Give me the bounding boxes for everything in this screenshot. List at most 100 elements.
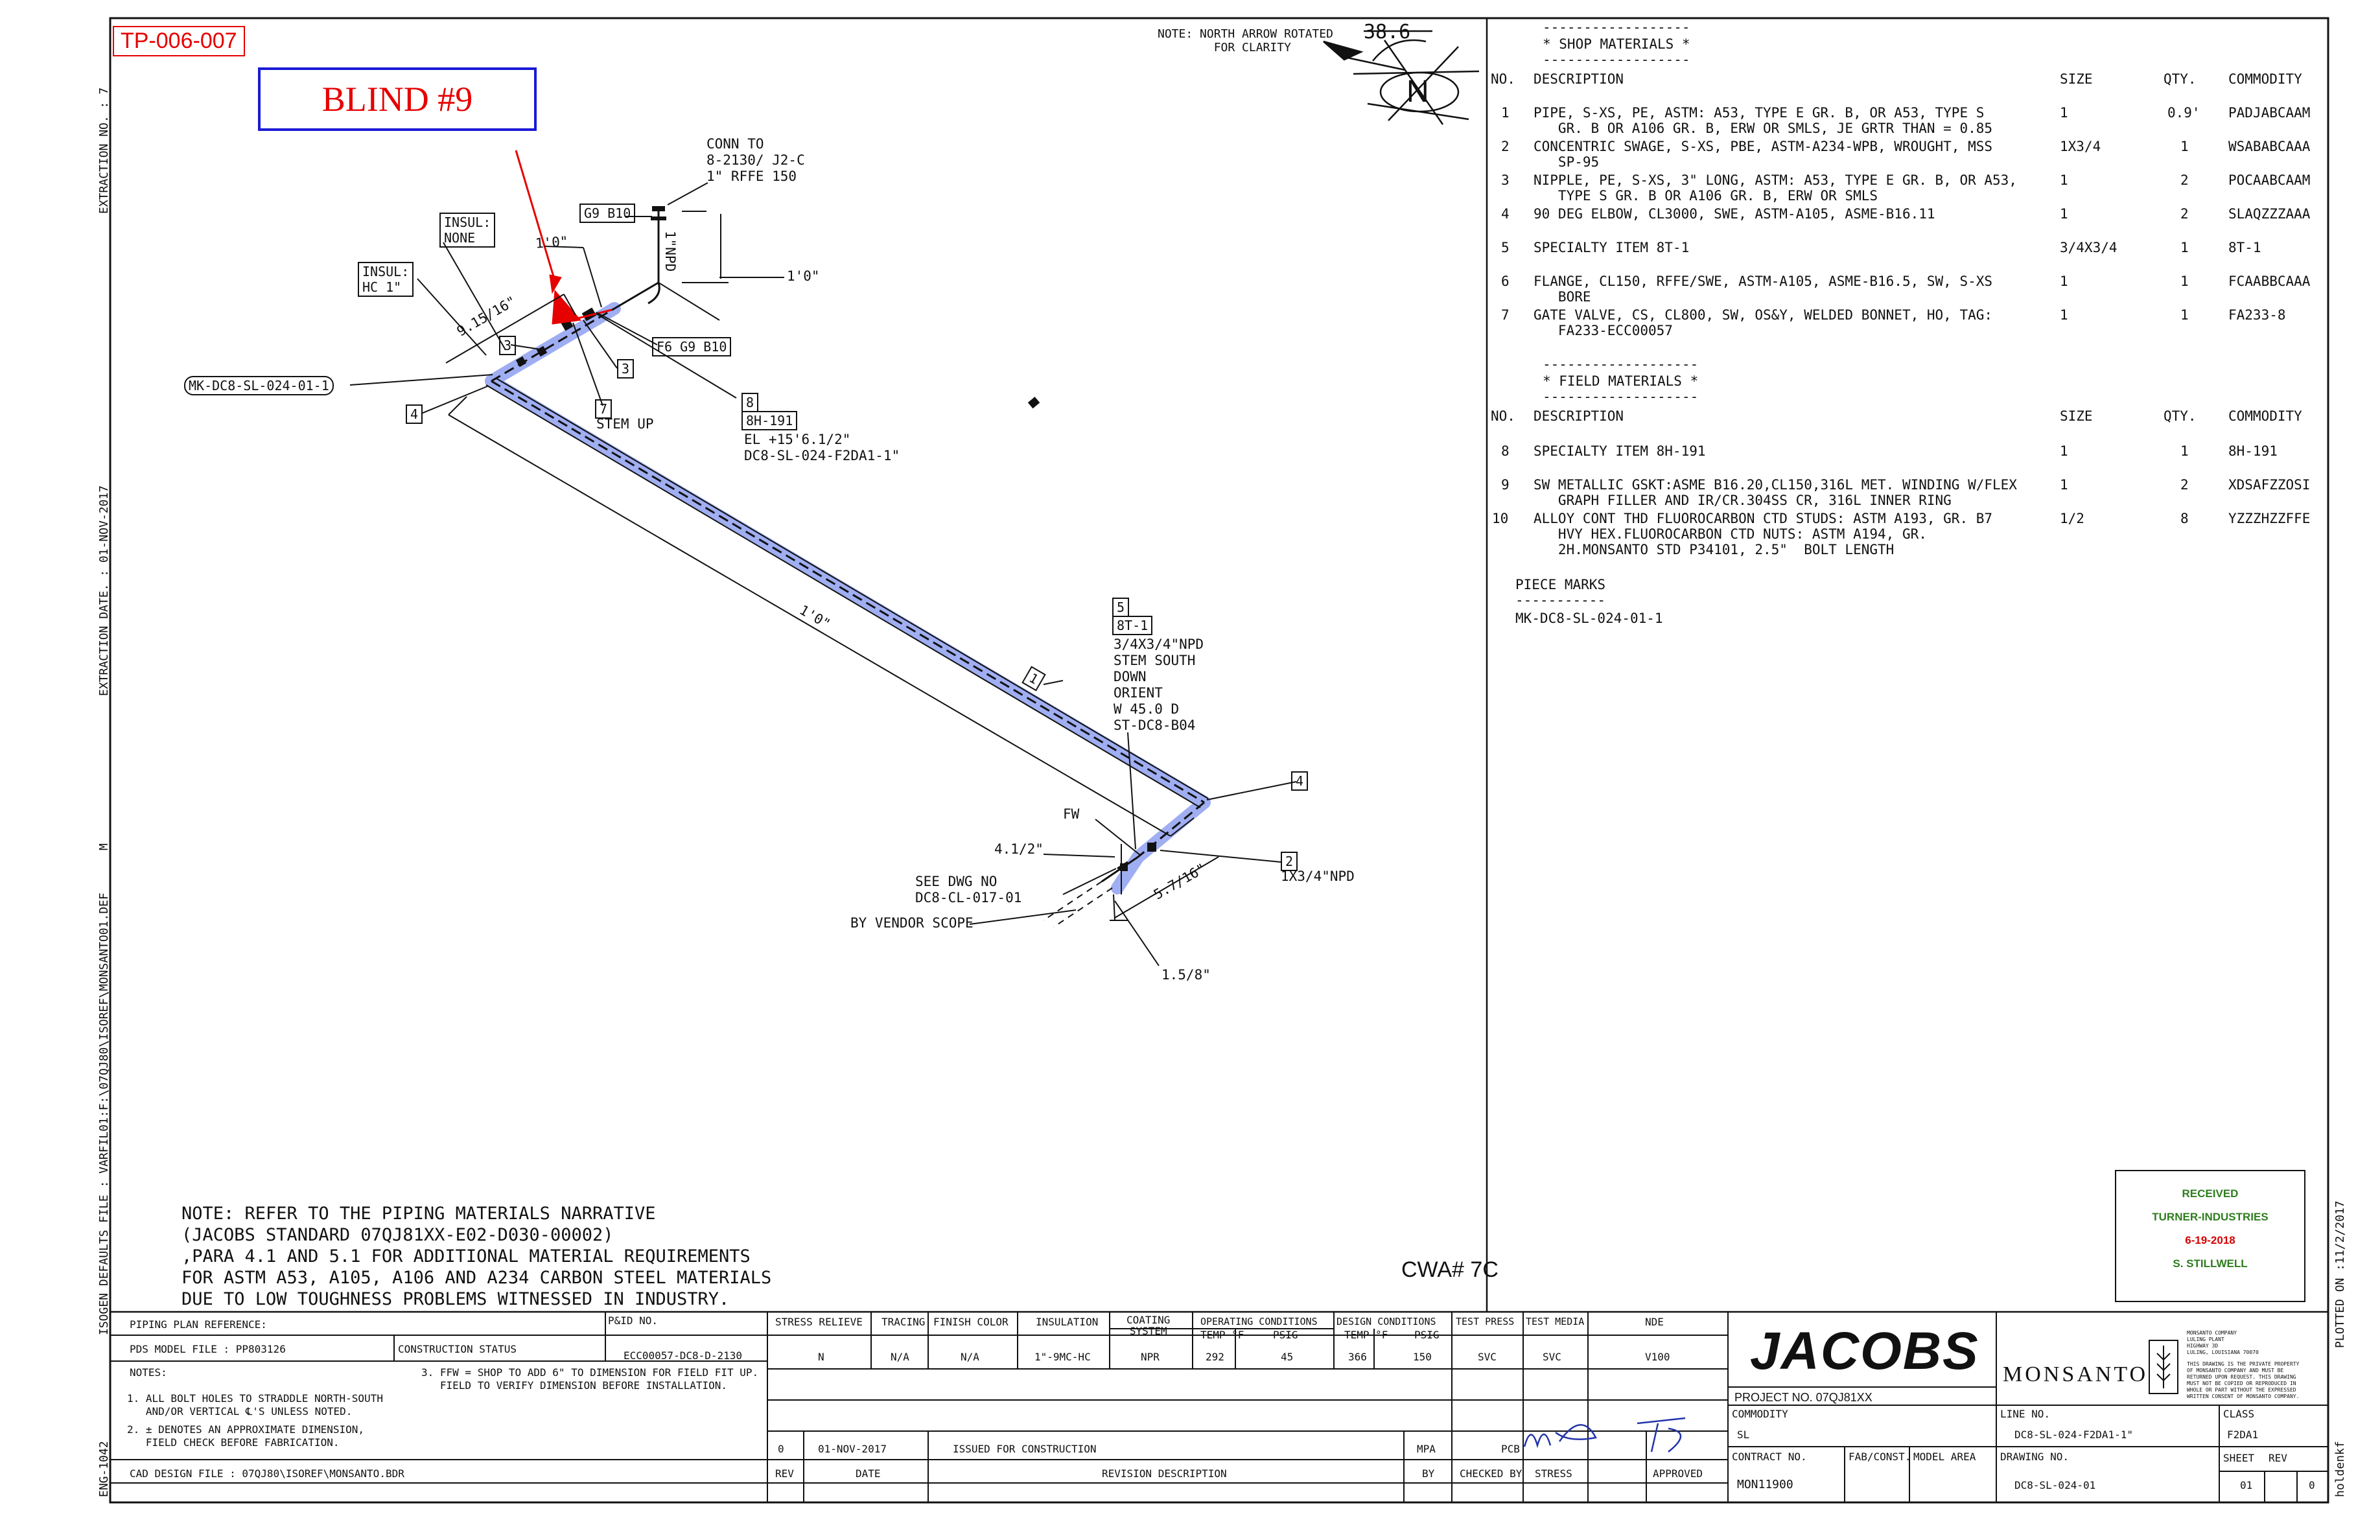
- shop-row-commodity: PADJABCAAM: [2228, 105, 2311, 121]
- vendor-scope-label: BY VENDOR SCOPE: [850, 915, 974, 931]
- shop-col-size: SIZE: [2060, 71, 2093, 87]
- dim-1-0-right: 1'0": [787, 268, 820, 284]
- rev-row-by: MPA: [1417, 1443, 1436, 1455]
- item-tag-3a: 3: [499, 336, 517, 355]
- field-row-qty: 2: [2180, 477, 2189, 493]
- hdr-op-psig: PSIG: [1273, 1329, 1298, 1341]
- north-arrow-symbol: [1323, 30, 1480, 125]
- field-row-desc: ALLOY CONT THD FLUOROCARBON CTD STUDS: A…: [1534, 511, 1993, 557]
- dimension-lines: [349, 182, 1297, 966]
- shop-row-commodity: FCAABBCAAA: [2228, 274, 2311, 289]
- field-row-size: 1/2: [2060, 511, 2084, 526]
- stamp-company: TURNER-INDUSTRIES: [2152, 1211, 2269, 1223]
- fab-const-label: FAB/CONST.: [1849, 1451, 1911, 1463]
- stem-up-label: STEM UP: [596, 416, 654, 432]
- monsanto-address: MONSANTO COMPANY LULING PLANT HIGHWAY 3D…: [2187, 1330, 2259, 1355]
- npd-1x34-label: 1X3/4"NPD: [1281, 869, 1355, 884]
- isogen-file: ISOGEN DEFAULTS FILE : VARFIL01:F:\07QJ8…: [97, 892, 111, 1335]
- g9b10-tag-top: G9 B10: [579, 204, 636, 223]
- plot-user: holdenkf: [2333, 1441, 2347, 1497]
- note-line: (JACOBS STANDARD 07QJ81XX-E02-D030-00002…: [181, 1225, 614, 1245]
- rev-hdr-desc: REVISION DESCRIPTION: [1102, 1467, 1227, 1480]
- shop-row-qty: 1: [2180, 240, 2189, 255]
- field-row-qty: 8: [2180, 511, 2189, 526]
- field-materials-title: * FIELD MATERIALS *: [1543, 373, 1699, 389]
- hdr-stress-relieve: STRESS RELIEVE: [775, 1316, 863, 1328]
- shop-row-desc: FLANGE, CL150, RFFE/SWE, ASTM-A105, ASME…: [1534, 274, 1993, 305]
- note-2: 2. ± DENOTES AN APPROXIMATE DIMENSION, F…: [127, 1423, 365, 1449]
- shop-col-no: NO.: [1491, 71, 1515, 87]
- contract-value: MON11900: [1737, 1478, 1793, 1491]
- shop-row-desc: GATE VALVE, CS, CL800, SW, OS&Y, WELDED …: [1534, 307, 1993, 338]
- shop-row-desc: PIPE, S-XS, PE, ASTM: A53, TYPE E GR. B,…: [1534, 105, 1993, 136]
- field-col-desc: DESCRIPTION: [1534, 408, 1624, 424]
- shop-row-qty: 1: [2180, 307, 2189, 323]
- item-tag-4b: 4: [1291, 771, 1309, 791]
- extraction-date: EXTRACTION DATE. : 01-NOV-2017: [97, 485, 111, 696]
- hdr-nde: NDE: [1645, 1316, 1664, 1328]
- piece-marks-title: PIECE MARKS: [1515, 577, 1606, 592]
- notes-label: NOTES:: [130, 1366, 167, 1379]
- contract-label: CONTRACT NO.: [1732, 1451, 1807, 1463]
- stamp-name: S. STILLWELL: [2173, 1257, 2248, 1270]
- note-3: 3. FFW = SHOP TO ADD 6" TO DIMENSION FOR…: [421, 1366, 759, 1392]
- field-row-desc: SW METALLIC GSKT:ASME B16.20,CL150,316L …: [1534, 477, 2017, 508]
- shop-row-qty: 1: [2180, 139, 2189, 154]
- rev-hdr-approved: APPROVED: [1653, 1467, 1703, 1480]
- shop-row-qty: 2: [2180, 172, 2189, 188]
- shop-row-no: 5: [1501, 240, 1510, 255]
- insul-none-tag: INSUL: NONE: [439, 213, 496, 248]
- shop-col-desc: DESCRIPTION: [1534, 71, 1624, 87]
- val-des-temp: 366: [1348, 1351, 1367, 1363]
- piece-marks-sep: -----------: [1515, 592, 1606, 608]
- line-no-value: DC8-SL-024-F2DA1-1": [2014, 1429, 2134, 1441]
- blind-label-box: BLIND #9: [258, 67, 537, 131]
- hdr-finish-color: FINISH COLOR: [933, 1316, 1009, 1328]
- elevation-label: EL +15'6.1/2" DC8-SL-024-F2DA1-1": [744, 432, 900, 463]
- hdr-coating: COATING SYSTEM: [1126, 1314, 1171, 1337]
- item-tag-2: 2: [1281, 852, 1298, 871]
- rev-hdr-stress: STRESS: [1535, 1467, 1572, 1480]
- hdr-des-temp: TEMP °F: [1344, 1329, 1388, 1341]
- field-col-qty: QTY.: [2164, 408, 2197, 424]
- materials-note: NOTE: REFER TO THE PIPING MATERIALS NARR…: [181, 1203, 771, 1310]
- shop-row-desc: SPECIALTY ITEM 8T-1: [1534, 240, 1690, 255]
- val-finish-color: N/A: [961, 1351, 979, 1363]
- shop-row-no: 2: [1501, 139, 1510, 154]
- shop-row-qty: 1: [2180, 274, 2189, 289]
- shop-row-size: 1: [2060, 307, 2068, 323]
- rev-label: REV: [2269, 1452, 2287, 1464]
- val-insulation: 1"-9MC-HC: [1034, 1351, 1091, 1363]
- shop-row-size: 1: [2060, 105, 2068, 121]
- monsanto-notice: THIS DRAWING IS THE PRIVATE PROPERTY OF …: [2187, 1361, 2300, 1399]
- field-row-commodity: XDSAFZZOSI: [2228, 477, 2311, 493]
- note-1: 1. ALL BOLT HOLES TO STRADDLE NORTH-SOUT…: [127, 1392, 383, 1418]
- commodity-value: SL: [1737, 1429, 1750, 1441]
- item-tag-3b: 3: [617, 359, 635, 379]
- shop-row-no: 7: [1501, 307, 1510, 323]
- line-no-label: LINE NO.: [2000, 1408, 2051, 1420]
- item-tag-4a: 4: [406, 404, 423, 424]
- received-stamp: RECEIVED TURNER-INDUSTRIES 6-19-2018 S. …: [2116, 1182, 2305, 1276]
- shop-row-desc: CONCENTRIC SWAGE, S-XS, PBE, ASTM-A234-W…: [1534, 139, 1993, 170]
- field-sep-bottom: -------------------: [1543, 389, 1699, 404]
- item-tag-7: 7: [595, 399, 612, 419]
- north-angle: 38.6: [1364, 21, 1411, 43]
- rev-hdr-checked: CHECKED BY: [1460, 1467, 1522, 1480]
- north-note: NOTE: NORTH ARROW ROTATED FOR CLARITY: [1158, 27, 1333, 54]
- sheet-value: 01: [2240, 1479, 2253, 1491]
- field-row-commodity: 8H-191: [2228, 443, 2278, 459]
- field-row-no: 8: [1501, 443, 1510, 459]
- shop-row-commodity: POCAABCAAM: [2228, 172, 2311, 188]
- val-des-psig: 150: [1413, 1351, 1432, 1363]
- val-tracing: N/A: [891, 1351, 909, 1363]
- shop-row-size: 1: [2060, 172, 2068, 188]
- shop-row-size: 3/4X3/4: [2060, 240, 2118, 255]
- sheet-label: SHEET: [2223, 1452, 2255, 1464]
- field-col-size: SIZE: [2060, 408, 2093, 424]
- north-letter: N: [1406, 75, 1429, 109]
- shop-row-no: 1: [1501, 105, 1510, 121]
- note-line: ,PARA 4.1 AND 5.1 FOR ADDITIONAL MATERIA…: [181, 1246, 751, 1266]
- dim-4-1-2: 4.1/2": [994, 841, 1044, 857]
- field-col-no: NO.: [1491, 408, 1515, 424]
